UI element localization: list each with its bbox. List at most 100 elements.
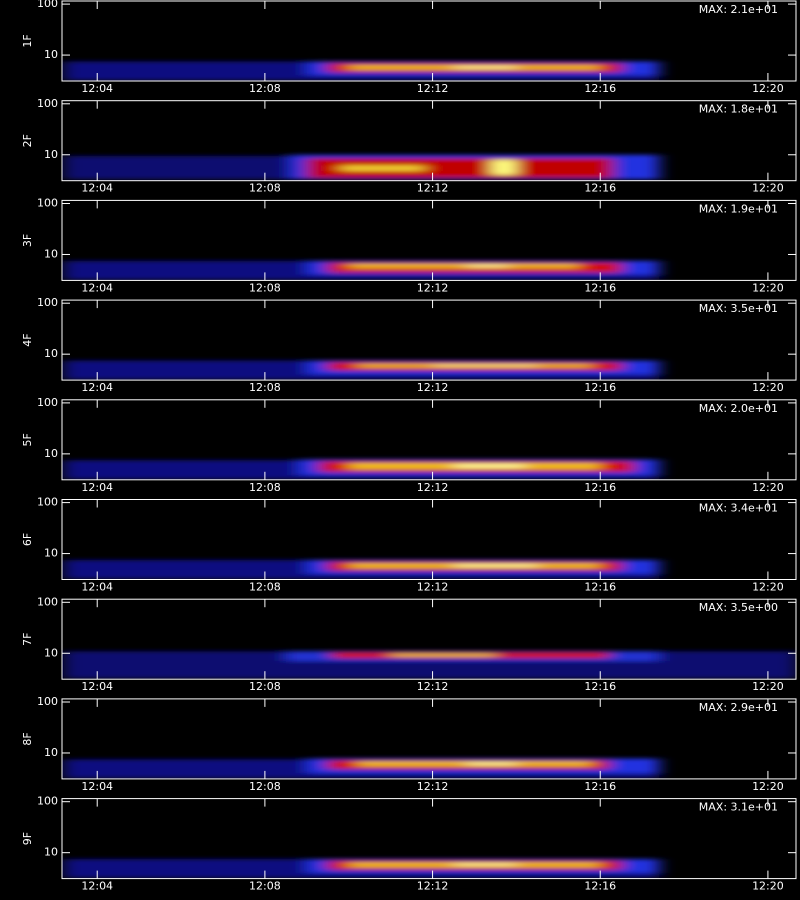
x-tick-label: 12:16 xyxy=(584,182,616,195)
x-tick-label: 12:12 xyxy=(417,182,449,195)
y-axis-label: 4F xyxy=(21,333,34,346)
max-annotation: MAX: 3.5e+00 xyxy=(699,601,778,614)
y-tick-label: 10 xyxy=(44,247,58,260)
plot-frame xyxy=(61,100,797,182)
max-annotation: MAX: 1.9e+01 xyxy=(699,202,778,215)
plot-frame xyxy=(61,598,797,680)
x-tick-label: 12:16 xyxy=(584,82,616,95)
x-tick-label: 12:20 xyxy=(752,581,784,594)
heat-cell xyxy=(453,464,525,468)
heat-cell xyxy=(306,158,613,179)
y-tick-label: 10 xyxy=(44,447,58,460)
x-tick-label: 12:12 xyxy=(417,281,449,294)
y-axis-label: 6F xyxy=(21,533,34,546)
x-tick-label: 12:04 xyxy=(81,381,113,394)
y-tick-label: 100 xyxy=(37,396,58,409)
heatmap-layers xyxy=(63,859,659,878)
y-tick-label: 100 xyxy=(37,595,58,608)
max-annotation: MAX: 2.0e+01 xyxy=(699,402,778,415)
x-tick-label: 12:12 xyxy=(417,581,449,594)
heat-cell xyxy=(453,564,538,568)
plot-frame xyxy=(61,299,797,381)
x-tick-label: 12:04 xyxy=(81,82,113,95)
y-axis-label: 2F xyxy=(21,134,34,147)
x-tick-label: 12:16 xyxy=(584,281,616,294)
x-tick-label: 12:04 xyxy=(81,281,113,294)
y-tick-label: 100 xyxy=(37,795,58,808)
x-tick-label: 12:04 xyxy=(81,581,113,594)
heatmap-layers xyxy=(63,260,659,280)
heat-cell xyxy=(390,653,496,657)
heatmap-layers xyxy=(63,459,659,480)
x-tick-label: 12:08 xyxy=(249,381,281,394)
heatmap-layers xyxy=(63,154,659,180)
x-tick-label: 12:20 xyxy=(752,82,784,95)
x-tick-label: 12:20 xyxy=(752,880,784,893)
x-tick-label: 12:08 xyxy=(249,780,281,793)
heat-cell xyxy=(466,762,517,766)
plot-frame xyxy=(61,798,797,880)
y-tick-label: 10 xyxy=(44,347,58,360)
y-axis-label: 9F xyxy=(21,832,34,845)
heatmap-layers xyxy=(63,758,659,779)
x-tick-label: 12:16 xyxy=(584,381,616,394)
max-annotation: MAX: 3.4e+01 xyxy=(699,502,778,515)
x-tick-label: 12:12 xyxy=(417,381,449,394)
y-tick-label: 10 xyxy=(44,846,58,859)
y-tick-label: 10 xyxy=(44,746,58,759)
x-tick-label: 12:12 xyxy=(417,880,449,893)
y-tick-label: 100 xyxy=(37,296,58,309)
x-tick-label: 12:12 xyxy=(417,481,449,494)
x-tick-label: 12:16 xyxy=(584,581,616,594)
x-tick-label: 12:08 xyxy=(249,82,281,95)
y-axis-label: 8F xyxy=(21,732,34,745)
y-axis-label: 1F xyxy=(21,34,34,47)
y-axis-label: 7F xyxy=(21,633,34,646)
max-annotation: MAX: 1.8e+01 xyxy=(699,103,778,116)
y-tick-label: 100 xyxy=(37,496,58,509)
x-tick-label: 12:04 xyxy=(81,880,113,893)
heatmap-layers xyxy=(63,61,659,81)
plot-frame xyxy=(61,0,797,82)
heat-cell xyxy=(466,264,509,268)
x-tick-label: 12:16 xyxy=(584,680,616,693)
x-tick-label: 12:08 xyxy=(249,182,281,195)
plot-frame xyxy=(61,199,797,281)
heat-cell xyxy=(340,165,425,172)
max-annotation: MAX: 3.1e+01 xyxy=(699,801,778,814)
y-tick-label: 100 xyxy=(37,0,58,10)
x-tick-label: 12:04 xyxy=(81,680,113,693)
x-tick-label: 12:08 xyxy=(249,281,281,294)
y-tick-label: 10 xyxy=(44,148,58,161)
x-tick-label: 12:20 xyxy=(752,182,784,195)
heat-cell xyxy=(348,264,580,269)
x-tick-label: 12:20 xyxy=(752,481,784,494)
x-tick-label: 12:12 xyxy=(417,780,449,793)
x-tick-label: 12:08 xyxy=(249,581,281,594)
x-tick-label: 12:04 xyxy=(81,780,113,793)
plot-frame xyxy=(61,499,797,580)
heat-cell xyxy=(453,66,517,69)
plot-frame xyxy=(61,698,797,780)
plot-frame xyxy=(61,399,797,481)
x-tick-label: 12:20 xyxy=(752,281,784,294)
heatmap-layers xyxy=(63,559,659,579)
max-annotation: MAX: 2.1e+01 xyxy=(699,3,778,16)
x-tick-label: 12:20 xyxy=(752,381,784,394)
x-tick-label: 12:20 xyxy=(752,680,784,693)
x-tick-label: 12:16 xyxy=(584,880,616,893)
heatmap-layers xyxy=(63,360,659,380)
x-tick-label: 12:04 xyxy=(81,182,113,195)
x-tick-label: 12:08 xyxy=(249,481,281,494)
x-tick-label: 12:08 xyxy=(249,680,281,693)
x-tick-label: 12:16 xyxy=(584,780,616,793)
x-tick-label: 12:12 xyxy=(417,680,449,693)
y-axis-label: 3F xyxy=(21,234,34,247)
y-axis-label: 5F xyxy=(21,433,34,446)
y-tick-label: 10 xyxy=(44,646,58,659)
heatmap-layers xyxy=(63,651,796,679)
y-tick-label: 100 xyxy=(37,695,58,708)
y-tick-label: 10 xyxy=(44,48,58,61)
